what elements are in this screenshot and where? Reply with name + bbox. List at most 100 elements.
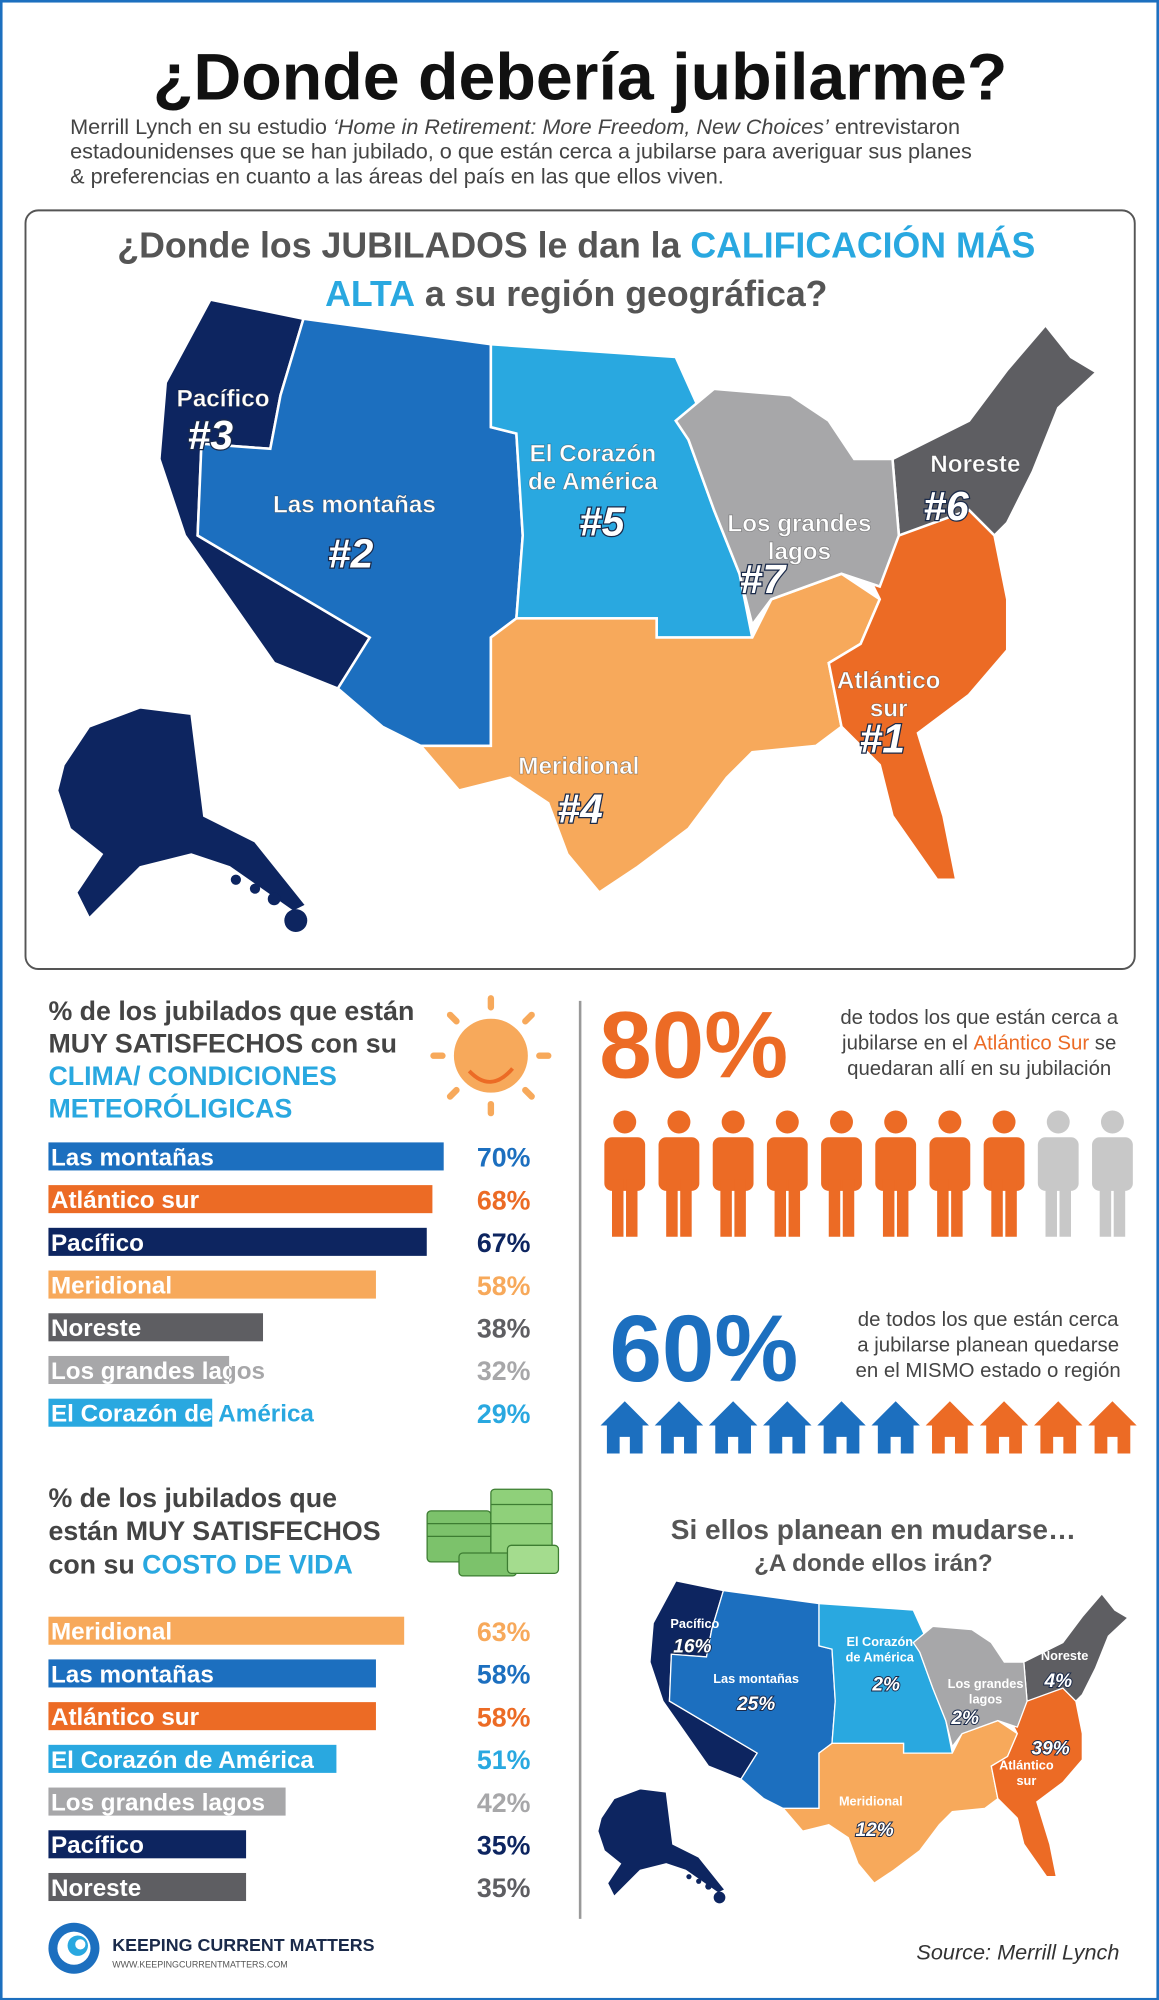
- bar-value: 70%: [477, 1143, 531, 1173]
- head: [884, 1110, 908, 1134]
- leg: [1113, 1179, 1126, 1237]
- house-icon: [1088, 1401, 1137, 1454]
- region: [1023, 1592, 1129, 1703]
- house-icon: [763, 1401, 812, 1454]
- region-name: Las montañas: [273, 492, 436, 519]
- text-part: a su región geográfica?: [415, 274, 827, 314]
- leg: [828, 1179, 841, 1237]
- text-line: de todos los que están cerca: [858, 1309, 1119, 1331]
- text-part: estadounidenses que se han jubilado, o q…: [70, 139, 972, 164]
- small-region-name: sur: [1016, 1773, 1036, 1788]
- region-name: El Corazón: [530, 441, 657, 468]
- logo: [48, 1922, 100, 1974]
- house-icon: [817, 1401, 866, 1454]
- region-rank: #2: [328, 530, 374, 576]
- head: [613, 1110, 637, 1134]
- bar-value: 32%: [477, 1356, 531, 1386]
- leg: [1005, 1179, 1017, 1237]
- small-region-name: Los grandes: [948, 1676, 1024, 1691]
- region: [912, 1625, 1028, 1749]
- hawaii: [686, 1874, 692, 1880]
- leg: [788, 1179, 801, 1237]
- small-region-name: El Corazón: [846, 1634, 913, 1649]
- brand: Keeping Current Matters: [112, 1935, 374, 1955]
- house-icon: [925, 1401, 975, 1454]
- money-icon: [426, 1488, 560, 1577]
- body: [604, 1137, 646, 1191]
- house-icon: [600, 1401, 649, 1454]
- bar-label: Meridional: [51, 1272, 172, 1299]
- small-region-name: Meridional: [839, 1793, 903, 1808]
- house-icon: [654, 1401, 704, 1454]
- person-icon: [983, 1110, 1025, 1237]
- text-part: ‘Home in Retirement: More Freedom, New C…: [333, 114, 830, 139]
- sun-icon: [430, 995, 552, 1117]
- region-rank: #3: [188, 412, 234, 458]
- small-region-value: 12%: [856, 1820, 894, 1841]
- body: [875, 1137, 917, 1191]
- leg: [951, 1179, 963, 1237]
- bar-value: 67%: [477, 1228, 531, 1258]
- alaska: [597, 1788, 726, 1898]
- bar-value: 51%: [477, 1745, 531, 1775]
- bar-label: El Corazón de América: [51, 1401, 314, 1428]
- text-part: están MUY SATISFECHOS: [48, 1516, 380, 1546]
- small-region-value: 2%: [950, 1708, 979, 1729]
- text-part: MUY SATISFECHOS con su: [48, 1029, 397, 1059]
- bar: [48, 1830, 247, 1859]
- text-line: ¿Donde los JUBILADOS le dan la CALIFICAC…: [117, 226, 1035, 266]
- leg: [720, 1179, 732, 1237]
- bar-value: 35%: [477, 1830, 531, 1860]
- house-icon: [979, 1401, 1029, 1454]
- bar: [48, 1659, 376, 1688]
- text-part: % de los jubilados que están: [48, 996, 414, 1026]
- brand-url: www.keepingcurrentmatters.com: [112, 1959, 287, 1969]
- small-region-value: 2%: [871, 1675, 900, 1696]
- region-rank: #7: [740, 556, 788, 602]
- bar-label: El Corazón de América: [51, 1747, 314, 1774]
- leg: [1045, 1179, 1057, 1237]
- small-region-name: Las montañas: [713, 1671, 799, 1686]
- small-region-value: 39%: [1031, 1738, 1069, 1759]
- big-stat: 80%: [599, 992, 788, 1097]
- hawaii: [713, 1891, 726, 1904]
- bar-label: Los grandes lagos: [51, 1358, 265, 1385]
- text-part: Atlántico Sur: [974, 1032, 1090, 1054]
- text-part: en el MISMO estado o región: [856, 1360, 1121, 1382]
- text-part: Merrill Lynch en su estudio: [70, 114, 333, 139]
- body: [712, 1137, 754, 1191]
- region: [891, 323, 1099, 538]
- bar-label: Pacífico: [51, 1832, 144, 1859]
- head: [775, 1110, 799, 1134]
- leg: [734, 1179, 746, 1237]
- text-part: quedaran allí en su jubilación: [847, 1058, 1111, 1080]
- region-rank: #5: [579, 499, 626, 545]
- person-icon: [1092, 1110, 1133, 1237]
- leg: [1059, 1179, 1071, 1237]
- text-part: COSTO DE VIDA: [142, 1549, 353, 1579]
- text-line: con su COSTO DE VIDA: [48, 1549, 352, 1579]
- bar-value: 58%: [477, 1660, 531, 1690]
- text-line: & preferencias en cuanto a las áreas del…: [70, 164, 724, 189]
- region-name: Meridional: [518, 753, 639, 780]
- bar-value: 58%: [477, 1271, 531, 1301]
- title: ¿Donde debería jubilarme?: [153, 40, 1007, 114]
- bar: [48, 1355, 230, 1385]
- body: [1037, 1137, 1079, 1191]
- text-line: MUY SATISFECHOS con su: [48, 1029, 397, 1059]
- source: Source: Merrill Lynch: [916, 1940, 1119, 1965]
- region-name: sur: [870, 696, 908, 723]
- region-name: Los grandes: [727, 511, 871, 538]
- person-icon: [929, 1110, 971, 1237]
- bar-value: 63%: [477, 1617, 531, 1647]
- small-region-value: 4%: [1043, 1671, 1072, 1692]
- bar-label: El Corazón de América: [51, 1401, 314, 1428]
- head: [938, 1110, 962, 1134]
- bar-label: Pacífico: [51, 1230, 144, 1257]
- body: [929, 1137, 971, 1191]
- text-part: CALIFICACIÓN MÁS: [690, 226, 1035, 266]
- alaska: [56, 706, 308, 920]
- bar-value: 58%: [477, 1702, 531, 1732]
